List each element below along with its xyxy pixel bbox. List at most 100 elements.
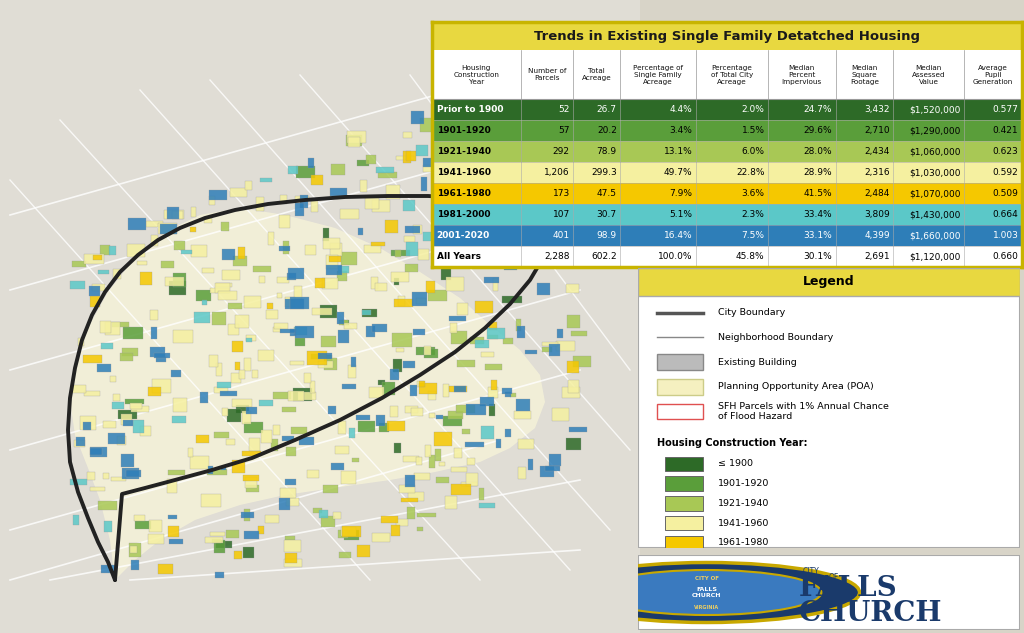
Bar — [549, 344, 560, 356]
Bar — [461, 482, 477, 486]
Bar — [337, 271, 347, 280]
Text: 107: 107 — [553, 210, 569, 219]
Bar — [333, 511, 341, 518]
Bar — [393, 443, 401, 453]
Bar — [218, 291, 237, 299]
Bar — [299, 437, 314, 445]
Bar — [518, 467, 526, 479]
Bar — [445, 277, 464, 291]
Bar — [323, 238, 340, 249]
Bar — [465, 442, 484, 447]
Bar — [212, 312, 225, 325]
Bar — [508, 182, 517, 192]
Text: Median
Percent
Impervious: Median Percent Impervious — [781, 65, 822, 85]
Bar — [311, 354, 319, 359]
Bar — [227, 409, 241, 422]
Bar — [432, 225, 1022, 246]
Bar — [420, 118, 434, 132]
Text: 0.421: 0.421 — [993, 126, 1019, 135]
Text: 4,399: 4,399 — [864, 231, 890, 240]
Bar — [342, 320, 349, 325]
Bar — [487, 329, 505, 339]
Bar — [156, 357, 166, 362]
Bar — [344, 530, 359, 541]
Bar — [125, 399, 144, 404]
Bar — [205, 537, 223, 543]
Bar — [418, 513, 436, 517]
Bar — [325, 358, 337, 370]
Text: 1901-1920: 1901-1920 — [436, 126, 490, 135]
Bar — [298, 392, 316, 400]
Bar — [342, 384, 356, 389]
Bar — [470, 337, 484, 344]
Bar — [273, 392, 291, 399]
Bar — [100, 343, 114, 349]
Bar — [394, 250, 401, 258]
Bar — [214, 387, 228, 392]
Bar — [133, 420, 144, 433]
Bar — [305, 245, 316, 254]
Text: Average
Pupil
Generation: Average Pupil Generation — [973, 65, 1013, 85]
Bar — [657, 403, 702, 419]
Bar — [190, 456, 209, 469]
Bar — [272, 327, 282, 332]
Bar — [440, 110, 447, 115]
Bar — [226, 530, 239, 538]
Bar — [504, 258, 517, 270]
Text: 1941-1960: 1941-1960 — [718, 518, 770, 527]
Bar — [564, 223, 570, 235]
Bar — [665, 555, 702, 570]
Bar — [330, 188, 347, 196]
Bar — [572, 136, 586, 143]
Bar — [530, 120, 544, 130]
Bar — [285, 536, 295, 540]
Bar — [220, 391, 238, 396]
Text: 4.4%: 4.4% — [670, 105, 692, 114]
Text: 0.509: 0.509 — [992, 189, 1019, 198]
Bar — [190, 207, 196, 217]
Text: VIRGINIA: VIRGINIA — [694, 605, 719, 610]
Bar — [412, 292, 427, 306]
Bar — [485, 364, 502, 370]
Text: CITY: CITY — [802, 567, 819, 576]
Bar — [93, 256, 102, 260]
Text: 0.592: 0.592 — [992, 168, 1019, 177]
Bar — [386, 185, 400, 199]
Text: CITY OF: CITY OF — [694, 577, 719, 582]
Bar — [113, 394, 120, 401]
Bar — [391, 525, 400, 536]
Bar — [458, 92, 473, 103]
Bar — [121, 454, 134, 467]
Bar — [432, 141, 1022, 162]
Bar — [123, 327, 142, 339]
Polygon shape — [70, 208, 545, 580]
Bar — [372, 277, 379, 289]
Bar — [390, 370, 398, 380]
Bar — [567, 361, 580, 373]
Bar — [338, 266, 349, 273]
Bar — [403, 236, 416, 242]
Bar — [416, 146, 428, 156]
Bar — [414, 329, 425, 335]
Bar — [456, 194, 466, 199]
Bar — [356, 415, 370, 420]
Bar — [540, 466, 554, 477]
Bar — [322, 516, 335, 527]
Bar — [451, 484, 471, 495]
Bar — [222, 249, 236, 260]
Bar — [543, 342, 558, 346]
Text: 7.5%: 7.5% — [741, 231, 765, 240]
Bar — [537, 142, 552, 153]
Bar — [174, 241, 185, 250]
Bar — [372, 323, 387, 332]
Bar — [347, 132, 366, 143]
Bar — [313, 508, 322, 513]
Bar — [443, 384, 450, 398]
Bar — [202, 301, 208, 305]
Bar — [487, 335, 499, 339]
Bar — [72, 385, 86, 393]
Bar — [169, 539, 182, 544]
Bar — [493, 137, 508, 151]
Bar — [569, 427, 587, 432]
Bar — [435, 449, 441, 461]
